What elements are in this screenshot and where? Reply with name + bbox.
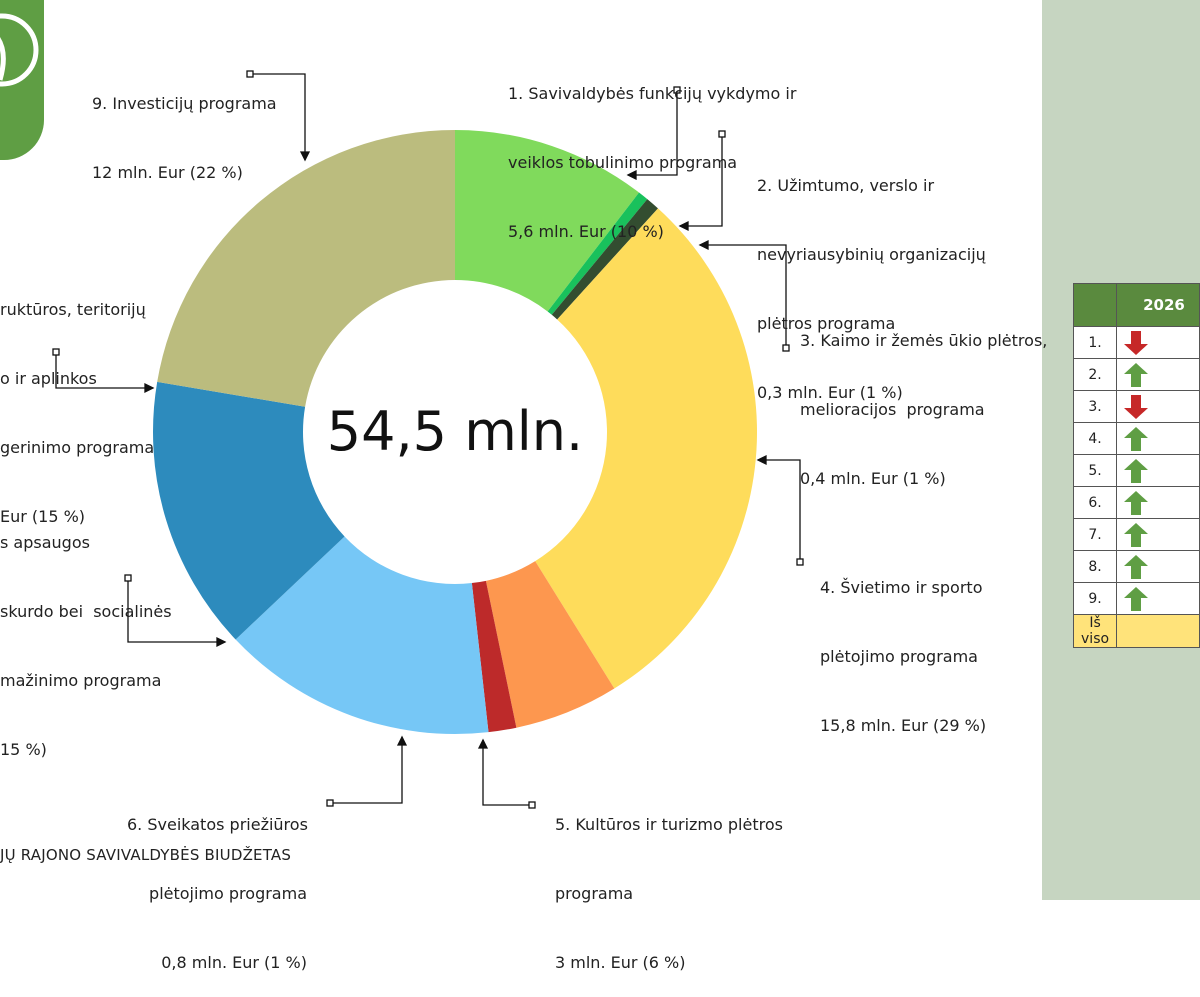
row-number: 9. xyxy=(1072,582,1118,615)
summary-row: 9. xyxy=(1072,582,1200,615)
connector-arrowhead-8 xyxy=(144,382,155,394)
summary-row: 5. xyxy=(1072,454,1200,487)
connector-marker-9 xyxy=(246,70,254,78)
summary-row: 2. xyxy=(1072,358,1200,391)
connector-marker-6 xyxy=(326,799,334,807)
connector-marker-8 xyxy=(52,348,60,356)
connector-arrowhead-1 xyxy=(626,169,637,181)
connector-marker-5 xyxy=(528,801,536,809)
trend-cell xyxy=(1116,358,1200,391)
slice-4 xyxy=(535,208,757,689)
arrow-up-icon xyxy=(1124,554,1149,579)
connector-line-8 xyxy=(55,352,153,389)
connector-line-9 xyxy=(250,73,306,160)
trend-cell xyxy=(1116,518,1200,551)
summary-row: 1. xyxy=(1072,326,1200,359)
arrow-up-icon xyxy=(1124,522,1149,547)
connector-arrowhead-5 xyxy=(477,738,489,749)
row-number: 4. xyxy=(1072,422,1118,455)
slice-1 xyxy=(455,130,640,312)
connector-line-5 xyxy=(482,740,532,806)
row-number: 2. xyxy=(1072,358,1118,391)
slice-6 xyxy=(471,580,517,733)
arrow-up-icon xyxy=(1124,458,1149,483)
summary-row: 8. xyxy=(1072,550,1200,583)
connector-arrowhead-6 xyxy=(396,735,408,746)
connector-line-1 xyxy=(628,90,678,176)
total-label: Iš viso xyxy=(1072,614,1118,648)
connector-line-6 xyxy=(330,737,403,804)
connector-arrowhead-9 xyxy=(299,151,311,162)
slice-7 xyxy=(235,536,489,734)
trend-cell xyxy=(1116,422,1200,455)
trend-cell xyxy=(1116,582,1200,615)
footer-title: JŲ RAJONO SAVIVALDYBĖS BIUDŽETAS xyxy=(0,846,292,864)
trend-cell xyxy=(1116,390,1200,423)
connector-marker-3 xyxy=(782,344,790,352)
connector-line-2 xyxy=(680,134,723,227)
label-program-8: ruktūros, teritorijų o ir aplinkos gerin… xyxy=(0,300,155,526)
leaf-icon xyxy=(0,13,39,87)
connector-arrowhead-7 xyxy=(216,636,227,648)
label-program-6: 6. Sveikatos priežiūros plėtojimo progra… xyxy=(127,815,308,972)
arrow-down-icon xyxy=(1124,394,1149,419)
trend-cell xyxy=(1116,454,1200,487)
label-program-7: s apsaugos skurdo bei socialinės mažinim… xyxy=(0,533,172,759)
total-value-cell xyxy=(1116,614,1200,648)
arrow-up-icon xyxy=(1124,426,1149,451)
slice-3 xyxy=(551,199,658,320)
summary-row: 3. xyxy=(1072,390,1200,423)
row-number: 3. xyxy=(1072,390,1118,423)
label-program-9: 9. Investicijų programa 12 mln. Eur (22 … xyxy=(92,94,277,182)
connector-line-4 xyxy=(758,459,801,562)
label-program-4: 4. Švietimo ir sporto plėtojimo programa… xyxy=(820,578,987,735)
arrow-down-icon xyxy=(1124,330,1149,355)
connector-arrowhead-3 xyxy=(698,239,709,251)
connector-line-7 xyxy=(127,578,225,643)
summary-table: 2026 1. 2. 3. 4. 5. 6. 7. 8. 9. Iš viso xyxy=(1072,283,1200,648)
row-number: 1. xyxy=(1072,326,1118,359)
connector-arrowhead-2 xyxy=(678,220,689,232)
header-year-cell: 2026 xyxy=(1116,283,1200,327)
summary-row: 6. xyxy=(1072,486,1200,519)
label-program-2: 2. Užimtumo, verslo ir nevyriausybinių o… xyxy=(757,176,986,402)
row-number: 7. xyxy=(1072,518,1118,551)
trend-cell xyxy=(1116,486,1200,519)
trend-cell xyxy=(1116,326,1200,359)
trend-cell xyxy=(1116,550,1200,583)
logo xyxy=(0,0,44,160)
arrow-up-icon xyxy=(1124,490,1149,515)
header-blank-cell xyxy=(1072,283,1118,327)
label-program-5: 5. Kultūros ir turizmo plėtros programa … xyxy=(555,815,783,972)
row-number: 6. xyxy=(1072,486,1118,519)
label-program-1: 1. Savivaldybės funkcijų vykdymo ir veik… xyxy=(508,84,797,241)
row-number: 5. xyxy=(1072,454,1118,487)
connector-line-3 xyxy=(700,244,787,348)
donut-chart xyxy=(52,70,804,809)
arrow-up-icon xyxy=(1124,362,1149,387)
slice-8 xyxy=(153,381,345,640)
summary-row: 7. xyxy=(1072,518,1200,551)
row-number: 8. xyxy=(1072,550,1118,583)
connector-marker-1 xyxy=(673,86,681,94)
arrow-up-icon xyxy=(1124,586,1149,611)
slice-10 xyxy=(157,130,455,407)
summary-row: 4. xyxy=(1072,422,1200,455)
slice-2 xyxy=(547,192,648,315)
connector-marker-2 xyxy=(718,130,726,138)
summary-total-row: Iš viso xyxy=(1072,614,1200,648)
connector-arrowhead-4 xyxy=(756,454,767,466)
connector-marker-4 xyxy=(796,558,804,566)
total-amount: 54,5 mln. xyxy=(326,400,584,463)
slice-5 xyxy=(485,561,615,728)
label-program-3: 3. Kaimo ir žemės ūkio plėtros, meliorac… xyxy=(800,331,1048,488)
connector-marker-7 xyxy=(124,574,132,582)
